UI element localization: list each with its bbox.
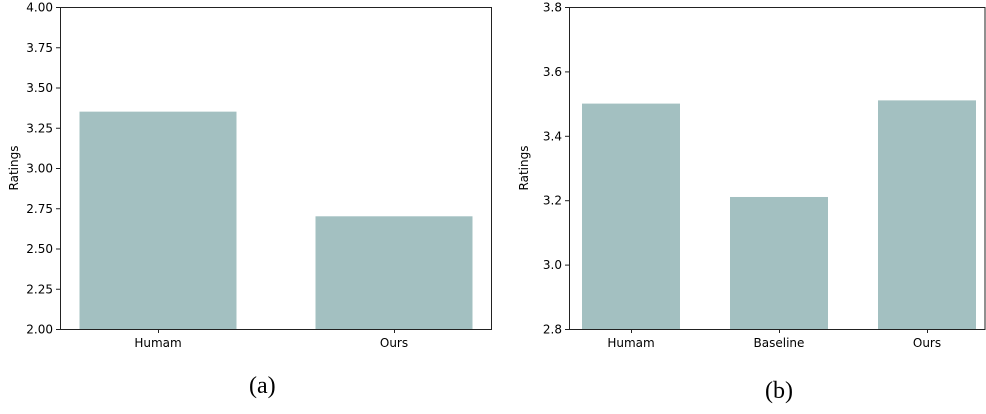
bar-ours (878, 100, 976, 329)
y-tick-label: 2.8 (543, 323, 562, 337)
y-tick-label: 2.75 (26, 202, 53, 216)
x-tick-label: Ours (380, 336, 408, 350)
y-tick-label: 3.00 (26, 162, 53, 176)
y-tick-label: 3.6 (543, 65, 562, 79)
bar-humam (79, 111, 237, 330)
y-tick-label: 3.75 (26, 41, 53, 55)
y-axis-label: Ratings (7, 146, 21, 191)
y-tick-label: 4.00 (26, 1, 53, 15)
y-tick-label: 3.0 (543, 258, 562, 272)
y-axis-label: Ratings (517, 146, 531, 191)
y-tick-label: 3.4 (543, 129, 562, 143)
bar-humam (582, 103, 680, 329)
y-tick-label: 3.8 (543, 1, 562, 15)
axes-frame (60, 7, 492, 330)
y-tick-label: 3.25 (26, 121, 53, 135)
chart-b: 2.8 3.0 3.2 3.4 3.6 3.8 Humam Baseline Ours Ratin… (517, 1, 986, 350)
panel-label-b: (b) (765, 378, 793, 404)
x-tick-label: Baseline (754, 336, 805, 350)
axes-frame (569, 7, 986, 330)
y-tick-label: 2.25 (26, 282, 53, 296)
bar-baseline (730, 196, 828, 329)
y-tick-label: 2.50 (26, 242, 53, 256)
y-tick-label: 3.50 (26, 81, 53, 95)
x-tick-label: Humam (607, 336, 654, 350)
x-tick-label: Ours (913, 336, 941, 350)
bar-ours (315, 216, 473, 329)
y-tick-label: 2.00 (26, 323, 53, 337)
panel-label-a: (a) (249, 373, 276, 399)
y-tick-label: 3.2 (543, 194, 562, 208)
x-tick-label: Humam (134, 336, 181, 350)
chart-a: 2.00 2.25 2.50 2.75 3.00 3.25 3.50 3.75 4.00 Huma… (7, 1, 492, 350)
